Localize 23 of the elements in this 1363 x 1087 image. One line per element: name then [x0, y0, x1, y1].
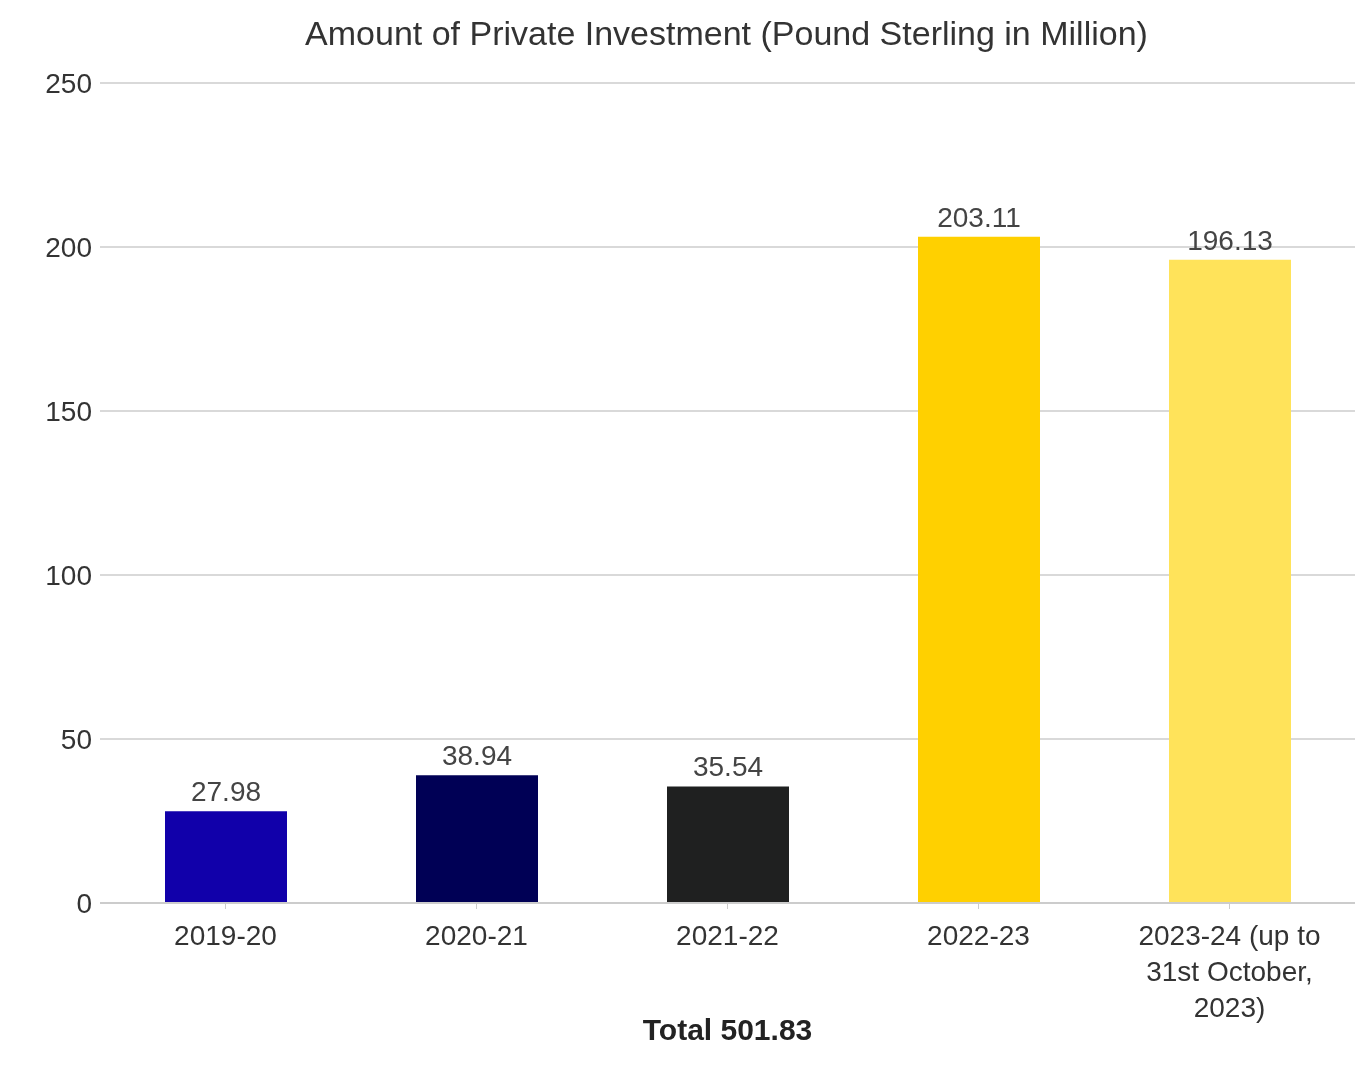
y-tick-label: 200: [45, 231, 92, 263]
data-label: 196.13: [1187, 224, 1273, 256]
x-tick-label: 2019-20: [174, 920, 277, 951]
bar: [416, 775, 538, 903]
data-label: 38.94: [441, 740, 513, 772]
x-tick-label: 2023-24 (up to 31st October, 2023): [1138, 920, 1321, 1023]
data-label: 35.54: [692, 751, 764, 783]
bar: [165, 811, 287, 903]
x-tick-label: 2020-21: [425, 920, 528, 951]
bar: [918, 236, 1040, 903]
y-tick-label: 50: [60, 723, 92, 755]
bar: [667, 786, 789, 903]
bar: [1169, 259, 1291, 903]
data-label: 27.98: [190, 776, 262, 808]
y-tick-label: 0: [76, 887, 92, 919]
x-tick-label: 2021-22: [676, 920, 779, 951]
data-label: 203.11: [937, 201, 1021, 233]
y-tick-label: 250: [45, 67, 92, 99]
chart-title: Amount of Private Investment (Pound Sterling in Million): [304, 13, 1149, 53]
y-tick-label: 150: [45, 395, 92, 427]
y-tick-label: 100: [45, 559, 92, 591]
x-tick-label: 2022-23: [927, 920, 1030, 951]
text: Total 501.83: [642, 1013, 813, 1046]
